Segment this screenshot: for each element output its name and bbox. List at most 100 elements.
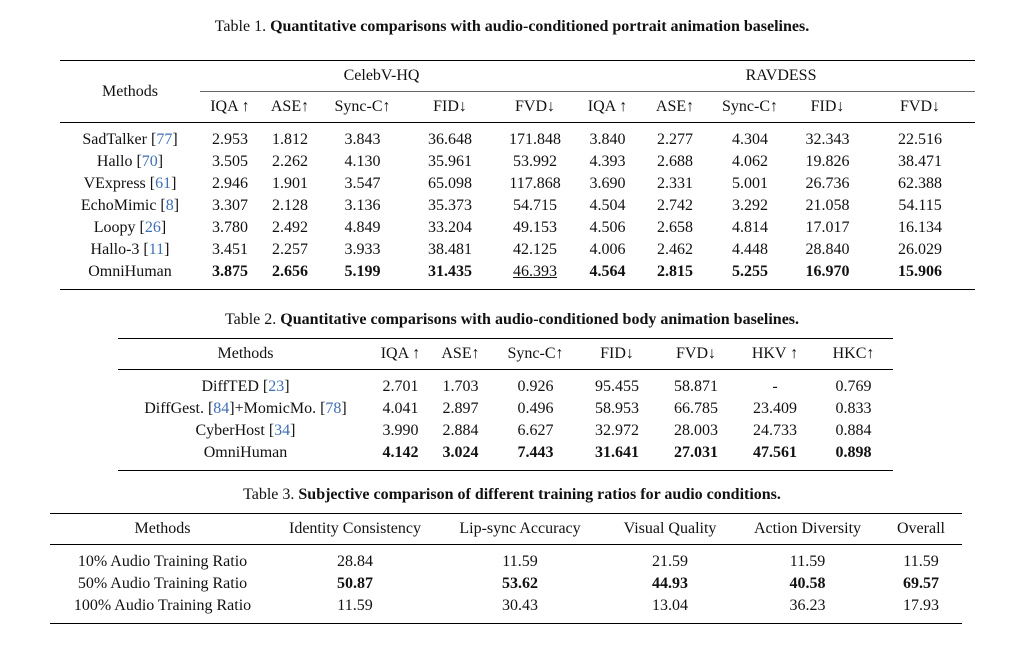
value-cell: 2.492 xyxy=(272,219,308,236)
method-name: ] xyxy=(284,378,290,395)
table-row: 10% Audio Training Ratio 28.84 11.59 21.59 1… xyxy=(50,545,962,574)
method-cell: EchoMimic [8] xyxy=(60,195,200,217)
value-cell: 4.448 xyxy=(732,241,769,258)
value-cell: 26.736 xyxy=(805,175,850,192)
value-cell: 28.84 xyxy=(337,553,373,570)
method-cell: CyberHost [34] xyxy=(118,420,373,442)
value-cell: 54.715 xyxy=(513,197,558,214)
table-row: SadTalker [77] 2.953 1.812 3.843 36.648 171.8… xyxy=(60,123,975,152)
method-cell: OmniHuman xyxy=(60,261,200,290)
citation-link[interactable]: 84 xyxy=(213,400,230,417)
value-cell: 2.884 xyxy=(442,422,479,439)
value-cell: 0.926 xyxy=(517,378,554,395)
method-name: ]+MomicMo. [ xyxy=(229,400,326,417)
header-row: IQA ↑ ASE↑ Sync-C↑ FID↓ FVD↓ IQA ↑ ASE↑ Sync-C↑… xyxy=(60,91,976,123)
citation-link[interactable]: 61 xyxy=(155,175,172,192)
value-cell: 3.307 xyxy=(212,197,248,214)
method-name: Hallo-3 [ xyxy=(90,241,149,258)
group-header: CelebV-HQ xyxy=(200,60,576,92)
column-header: ASE↑ xyxy=(260,91,320,123)
column-header: HKC↑ xyxy=(814,338,893,370)
value-cell: 4.130 xyxy=(344,153,381,170)
column-header: IQA ↑ xyxy=(373,338,428,370)
method-name: 10% Audio Training Ratio xyxy=(77,553,248,570)
value-cell: 40.58 xyxy=(789,575,826,592)
value-cell: 2.262 xyxy=(272,153,308,170)
value-cell: 65.098 xyxy=(428,175,472,192)
citation-link[interactable]: 34 xyxy=(274,422,291,439)
value-cell: 32.343 xyxy=(805,131,850,148)
column-header: Sync-C↑ xyxy=(493,338,578,370)
value-cell: 4.393 xyxy=(589,153,626,170)
citation-link[interactable]: 78 xyxy=(325,400,342,417)
value-cell: 0.496 xyxy=(517,400,554,417)
value-cell: 3.843 xyxy=(344,131,381,148)
value-cell: 53.992 xyxy=(513,153,558,170)
value-cell: 2.815 xyxy=(657,263,694,280)
table-row: OmniHuman 3.875 2.656 5.199 31.435 46.393 4.56… xyxy=(60,261,975,290)
value-cell: 27.031 xyxy=(674,444,718,461)
method-name: SadTalker [ xyxy=(82,131,157,148)
column-header: Sync-C↑ xyxy=(710,91,791,123)
column-header: IQA ↑ xyxy=(200,91,260,123)
value-cell: 0.898 xyxy=(835,444,872,461)
value-cell: - xyxy=(772,378,778,395)
citation-link[interactable]: 11 xyxy=(148,241,165,258)
value-cell: 2.128 xyxy=(272,197,308,214)
caption-text: Subjective comparison of different train… xyxy=(298,486,781,503)
column-header: Overall xyxy=(880,513,962,545)
value-cell: 3.780 xyxy=(212,219,248,236)
citation-link[interactable]: 23 xyxy=(268,378,285,395)
column-header: Sync-C↑ xyxy=(320,91,405,123)
method-name: 100% Audio Training Ratio xyxy=(73,597,252,614)
column-header: FID↓ xyxy=(405,91,495,123)
value-cell: 1.901 xyxy=(272,175,308,192)
table-row: 50% Audio Training Ratio 50.87 53.62 44.93 4… xyxy=(50,573,962,595)
method-cell: Hallo [70] xyxy=(60,151,200,173)
value-cell: 3.875 xyxy=(212,263,248,280)
value-cell: 4.142 xyxy=(382,444,419,461)
value-cell: 19.826 xyxy=(805,153,850,170)
value-cell: 21.59 xyxy=(652,553,688,570)
value-cell: 3.690 xyxy=(589,175,626,192)
method-name: ] xyxy=(290,422,296,439)
value-cell: 17.93 xyxy=(903,597,939,614)
method-cell: DiffGest. [84]+MomicMo. [78] xyxy=(118,398,373,420)
citation-link[interactable]: 70 xyxy=(141,153,158,170)
method-name: ] xyxy=(160,219,167,236)
group-header: RAVDESS xyxy=(575,60,976,92)
value-cell: 6.627 xyxy=(517,422,554,439)
value-cell: 23.409 xyxy=(753,400,797,417)
value-cell: 66.785 xyxy=(674,400,718,417)
method-name: ] xyxy=(173,197,180,214)
value-cell: 7.443 xyxy=(517,444,554,461)
method-cell: 10% Audio Training Ratio xyxy=(50,545,275,574)
value-cell: 2.656 xyxy=(272,263,308,280)
citation-link[interactable]: 8 xyxy=(165,197,174,214)
method-name: OmniHuman xyxy=(203,444,288,461)
column-header: Lip-sync Accuracy xyxy=(435,513,605,545)
method-name: ] xyxy=(157,153,164,170)
value-cell: 4.564 xyxy=(589,263,626,280)
value-cell: 69.57 xyxy=(903,575,939,592)
value-cell: 4.062 xyxy=(732,153,769,170)
value-cell: 31.435 xyxy=(428,263,472,280)
table-row: OmniHuman 4.142 3.024 7.443 31.641 27.031 47.5… xyxy=(118,442,893,471)
value-cell: 3.505 xyxy=(212,153,248,170)
citation-link[interactable]: 77 xyxy=(156,131,173,148)
method-name: DiffTED [ xyxy=(201,378,269,395)
method-name: 50% Audio Training Ratio xyxy=(77,575,248,592)
method-name: Hallo [ xyxy=(96,153,142,170)
value-cell: 3.933 xyxy=(344,241,381,258)
header-row: Methods IQA ↑ ASE↑ Sync-C↑ FID↓ FVD↓ HKV ↑ HKC↑ xyxy=(118,338,893,370)
table2: Methods IQA ↑ ASE↑ Sync-C↑ FID↓ FVD↓ HKV ↑ HKC↑… xyxy=(118,338,893,471)
method-name: ] xyxy=(341,400,347,417)
value-cell: 95.455 xyxy=(595,378,639,395)
value-cell: 44.93 xyxy=(652,575,688,592)
method-cell: 100% Audio Training Ratio xyxy=(50,595,275,624)
value-cell: 4.006 xyxy=(589,241,626,258)
citation-link[interactable]: 26 xyxy=(144,219,161,236)
value-cell: 4.849 xyxy=(344,219,381,236)
methods-header: Methods xyxy=(118,338,373,370)
method-name: ] xyxy=(172,131,178,148)
